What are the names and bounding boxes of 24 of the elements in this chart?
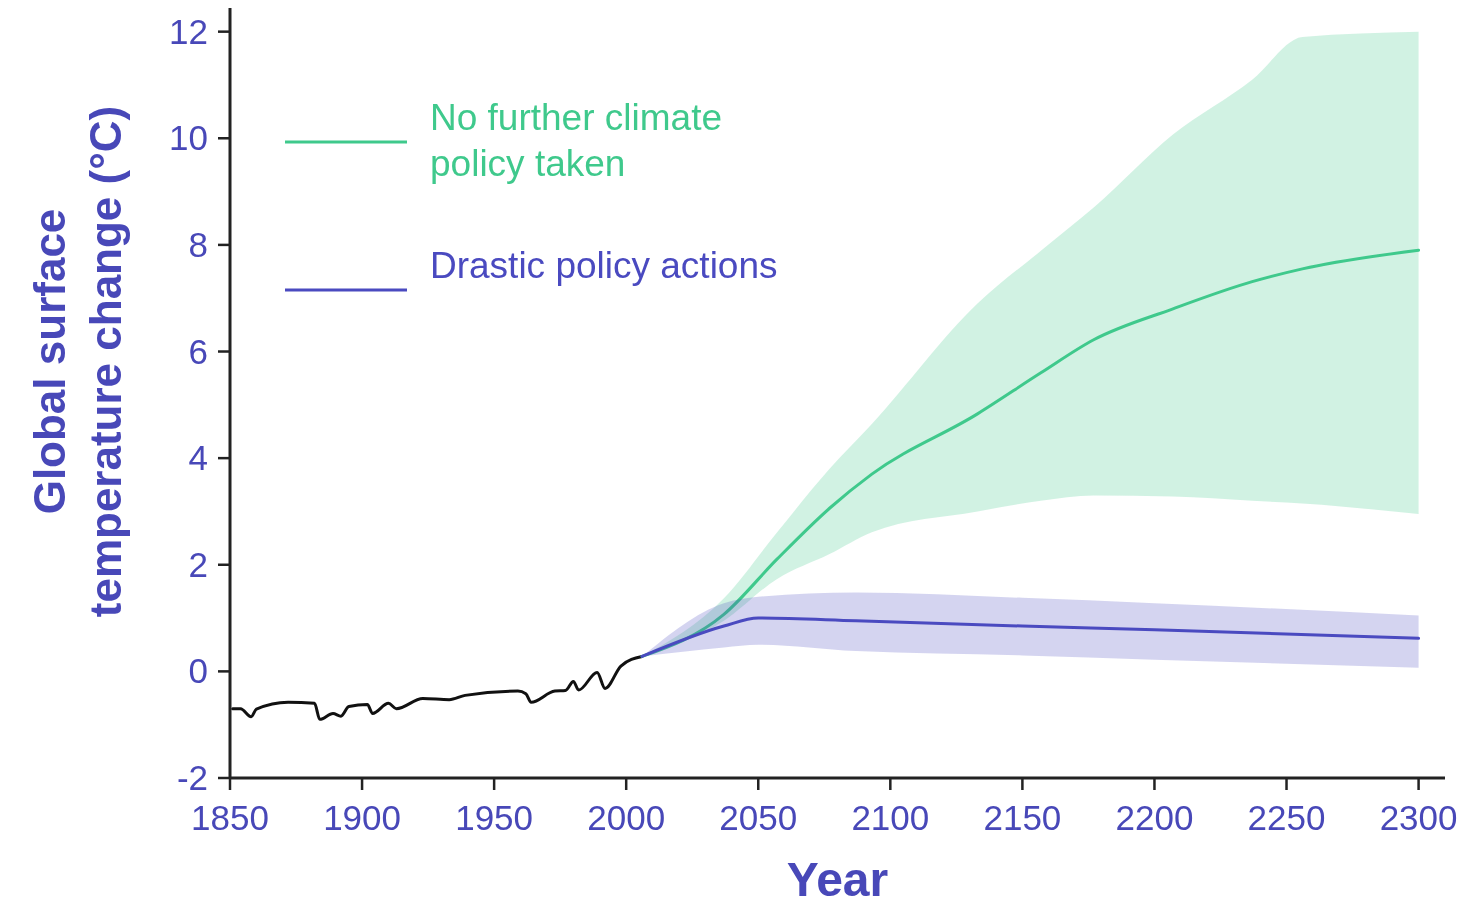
y-axis-title: Global surface temperature change (°C) xyxy=(25,105,130,618)
y-tick-label: 12 xyxy=(169,11,208,51)
y-tick-label: 8 xyxy=(188,224,208,264)
y-tick-label: 2 xyxy=(188,544,208,584)
line-series xyxy=(231,654,644,721)
line-series xyxy=(640,616,1421,658)
y-tick-label: -2 xyxy=(176,758,208,797)
x-tick-label: 2150 xyxy=(983,798,1062,837)
x-tick-label: 1950 xyxy=(455,798,534,837)
x-tick-label: 1900 xyxy=(323,798,401,837)
legend-label: No further climate policy taken xyxy=(430,97,722,184)
x-tick-label: 1850 xyxy=(191,798,269,837)
x-axis-title: Year xyxy=(786,853,889,906)
x-tick-label: 2300 xyxy=(1379,798,1458,837)
y-tick-label: 6 xyxy=(188,331,208,371)
y-tick-label: 4 xyxy=(188,438,208,478)
x-tick-label: 2050 xyxy=(719,798,798,837)
y-tick-label: 0 xyxy=(188,651,208,691)
y-tick-label: 10 xyxy=(169,118,208,158)
x-tick-label: 2200 xyxy=(1115,798,1194,837)
x-tick-label: 2000 xyxy=(587,798,666,837)
x-tick-label: 2250 xyxy=(1247,798,1326,837)
x-tick-label: 2100 xyxy=(851,798,930,837)
legend-label: Drastic policy actions xyxy=(430,245,778,286)
